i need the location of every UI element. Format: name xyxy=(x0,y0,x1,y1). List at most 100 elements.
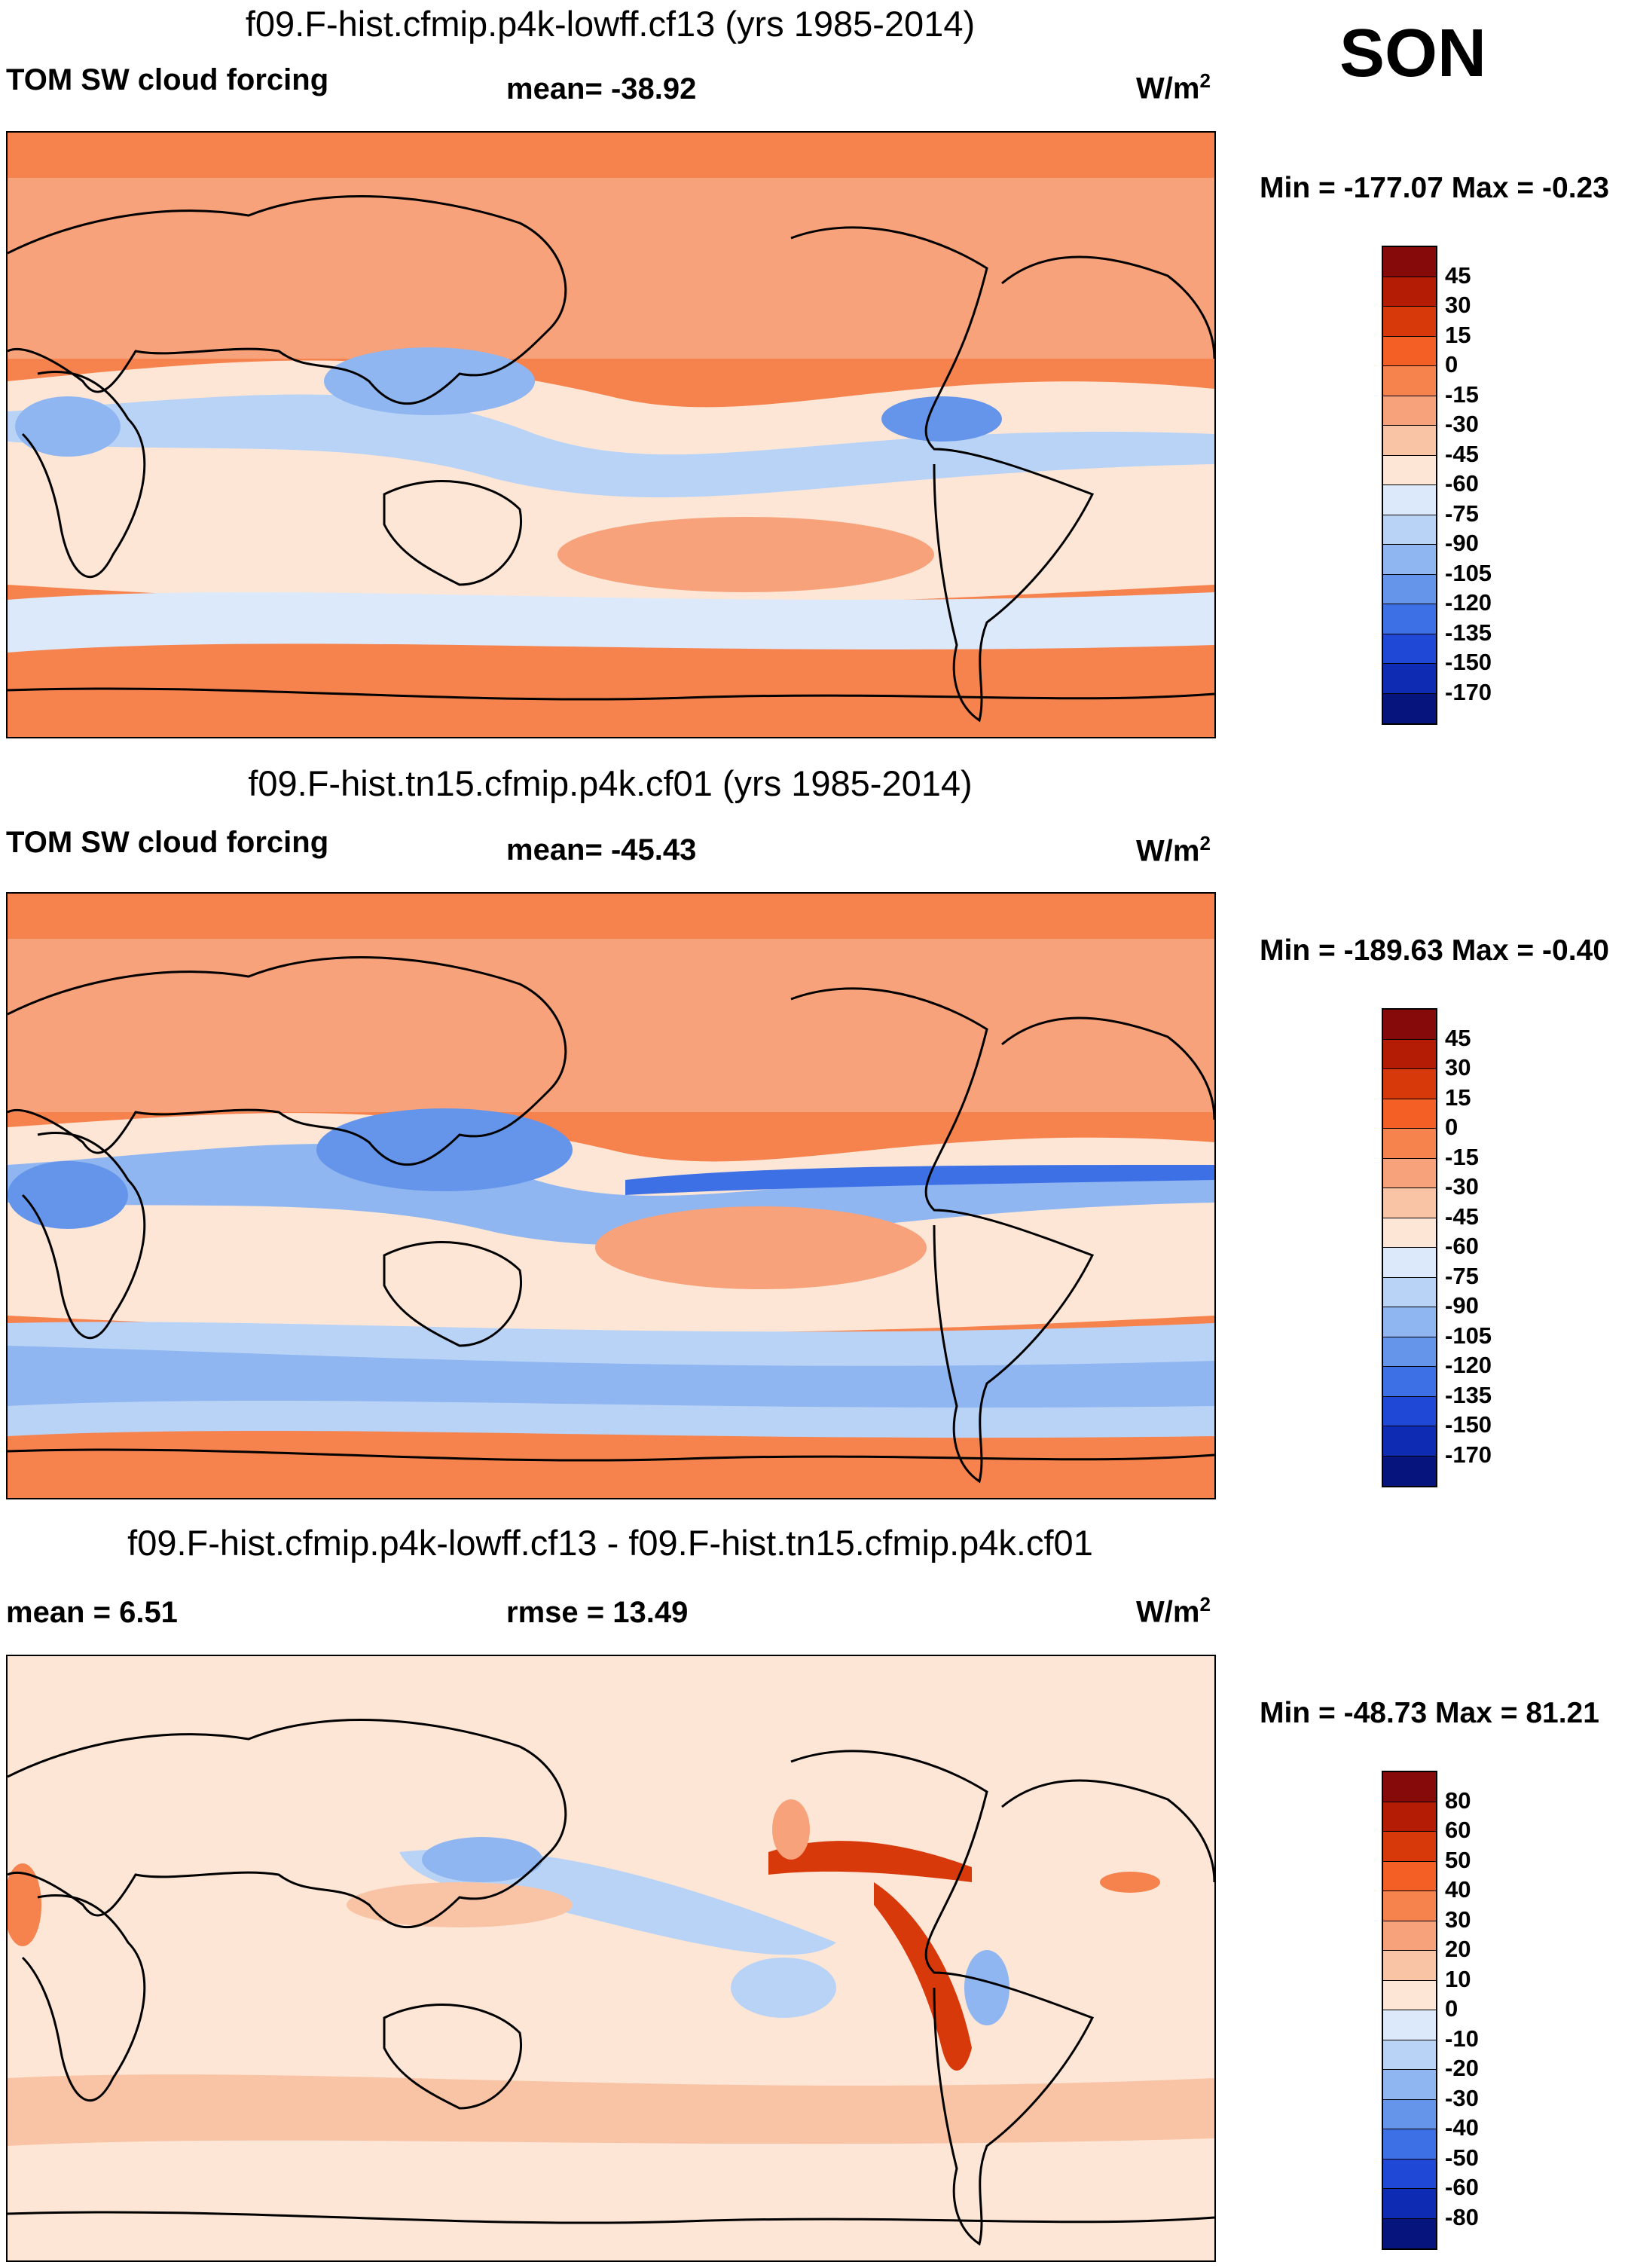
colorbar-tick-label: -120 xyxy=(1445,1352,1492,1378)
panel3-pos-baja xyxy=(772,1799,810,1860)
colorbar-segment xyxy=(1383,396,1436,426)
panel1-mean: mean= -38.92 xyxy=(506,72,697,105)
colorbar-segment xyxy=(1383,2070,1436,2100)
colorbar-segment xyxy=(1383,277,1436,307)
panel3-neg-brazil xyxy=(964,1950,1009,2025)
colorbar-tick-label: 30 xyxy=(1445,1054,1471,1081)
colorbar-segment xyxy=(1383,2159,1436,2189)
colorbar-segment xyxy=(1383,2218,1436,2248)
colorbar-segment xyxy=(1383,1218,1436,1248)
colorbar-segment xyxy=(1383,1772,1436,1802)
colorbar-segment xyxy=(1383,574,1436,604)
panel3-field-base xyxy=(8,1656,1214,2260)
colorbar-segment xyxy=(1383,1069,1436,1099)
panel3-mean: mean = 6.51 xyxy=(6,1596,178,1629)
colorbar-tick-label: -30 xyxy=(1445,2084,1479,2111)
colorbar-tick-label: -30 xyxy=(1445,411,1479,437)
colorbar-segment xyxy=(1383,1861,1436,1891)
panel2-southern-core xyxy=(8,1346,1214,1408)
colorbar-tick-label: -90 xyxy=(1445,1292,1479,1319)
panel2-minmax: Min = -189.63 Max = -0.40 xyxy=(1260,934,1609,967)
season-label: SON xyxy=(1339,16,1487,91)
colorbar-segment xyxy=(1383,1337,1436,1367)
colorbar-tick-label: -30 xyxy=(1445,1173,1479,1200)
panel3-pos-itcz xyxy=(768,1841,972,1882)
colorbar-tick-label: -105 xyxy=(1445,1322,1492,1349)
colorbar-tick-label: 0 xyxy=(1445,351,1458,377)
panel2-colorbar-ticks: 45 30 15 0 -15 -30 -45 -60 -75 -90 -105 -120 -135 -15… xyxy=(1445,1008,1535,1484)
colorbar-segment xyxy=(1383,1099,1436,1129)
colorbar-tick-label: 60 xyxy=(1445,1817,1471,1843)
panel2-mean: mean= -45.43 xyxy=(506,833,697,867)
panel2-itcz-line xyxy=(625,1165,1214,1195)
colorbar-tick-label: 30 xyxy=(1445,292,1471,318)
colorbar-segment xyxy=(1383,1307,1436,1337)
panel1-units: W/m2 xyxy=(1136,69,1211,105)
colorbar-tick-label: -60 xyxy=(1445,2174,1479,2200)
colorbar-segment xyxy=(1383,2099,1436,2129)
panel3-rmse: rmse = 13.49 xyxy=(506,1596,689,1629)
colorbar-tick-label: 20 xyxy=(1445,1936,1471,1962)
colorbar-segment xyxy=(1383,307,1436,337)
colorbar-segment xyxy=(1383,1396,1436,1426)
colorbar-tick-label: -40 xyxy=(1445,2114,1479,2141)
panel2-variable-label: TOM SW cloud forcing xyxy=(6,826,329,859)
panel3-pos-peru xyxy=(874,1882,972,2071)
colorbar-segment xyxy=(1383,1010,1436,1040)
panel3-units: W/m2 xyxy=(1136,1593,1211,1629)
panel3-pos-atlantic xyxy=(1100,1872,1160,1893)
colorbar-tick-label: -75 xyxy=(1445,500,1479,527)
colorbar-segment xyxy=(1383,1039,1436,1069)
colorbar-tick-label: 0 xyxy=(1445,1995,1458,2022)
colorbar-tick-label: -170 xyxy=(1445,678,1492,705)
colorbar-segment xyxy=(1383,485,1436,515)
colorbar-segment xyxy=(1383,1832,1436,1862)
colorbar-segment xyxy=(1383,426,1436,456)
panel1-band-tropics xyxy=(8,394,1214,498)
panel1-colorbar xyxy=(1382,246,1437,725)
panel1-band-north xyxy=(8,178,1214,359)
panel1-warm-pool xyxy=(324,347,535,415)
colorbar-tick-label: -10 xyxy=(1445,2025,1479,2052)
colorbar-segment xyxy=(1383,1158,1436,1188)
panel3-coastlines xyxy=(8,1719,1214,2246)
panel1-africa-convection xyxy=(15,396,121,457)
colorbar-segment xyxy=(1383,1129,1436,1159)
panel3-pos-indonesia xyxy=(347,1882,573,1927)
colorbar-tick-label: -120 xyxy=(1445,589,1492,616)
panel2-title: f09.F-hist.tn15.cfmip.p4k.cf01 (yrs 1985… xyxy=(248,763,973,803)
colorbar-segment xyxy=(1383,693,1436,723)
panel2-map xyxy=(6,892,1216,1499)
colorbar-segment xyxy=(1383,247,1436,277)
colorbar-segment xyxy=(1383,1802,1436,1832)
colorbar-tick-label: -75 xyxy=(1445,1262,1479,1289)
colorbar-tick-label: -45 xyxy=(1445,440,1479,467)
panel1-coastlines xyxy=(8,195,1214,723)
colorbar-tick-label: 45 xyxy=(1445,261,1471,289)
colorbar-tick-label: -45 xyxy=(1445,1203,1479,1230)
colorbar-tick-label: 40 xyxy=(1445,1876,1471,1903)
colorbar-segment xyxy=(1383,1248,1436,1278)
colorbar-tick-label: 15 xyxy=(1445,321,1471,348)
colorbar-tick-label: -150 xyxy=(1445,649,1492,675)
panel1-itcz-east xyxy=(881,396,1002,442)
panel3-neg-epac xyxy=(731,1958,836,2018)
panel3-neg-warmpool xyxy=(422,1837,542,1882)
panel3-colorbar xyxy=(1382,1771,1437,2250)
colorbar-segment xyxy=(1383,545,1436,575)
colorbar-segment xyxy=(1383,1980,1436,2010)
colorbar-tick-label: -170 xyxy=(1445,1441,1492,1468)
colorbar-tick-label: 45 xyxy=(1445,1024,1471,1051)
colorbar-tick-label: -135 xyxy=(1445,1381,1492,1408)
panel3-pos-namibia xyxy=(8,1863,41,1946)
colorbar-tick-label: -135 xyxy=(1445,619,1492,646)
panel1-colorbar-ticks: 45 30 15 0 -15 -30 -45 -60 -75 -90 -105 -120 -135 -15… xyxy=(1445,246,1535,722)
colorbar-tick-label: -60 xyxy=(1445,470,1479,497)
colorbar-tick-label: 10 xyxy=(1445,1965,1471,1992)
colorbar-tick-label: -90 xyxy=(1445,530,1479,556)
panel3-pos-southern xyxy=(8,2074,1214,2146)
panel2-band-tropics xyxy=(8,1144,1214,1246)
panel2-band-north xyxy=(8,939,1214,1112)
colorbar-tick-label: 0 xyxy=(1445,1114,1458,1140)
colorbar-segment xyxy=(1383,1188,1436,1218)
